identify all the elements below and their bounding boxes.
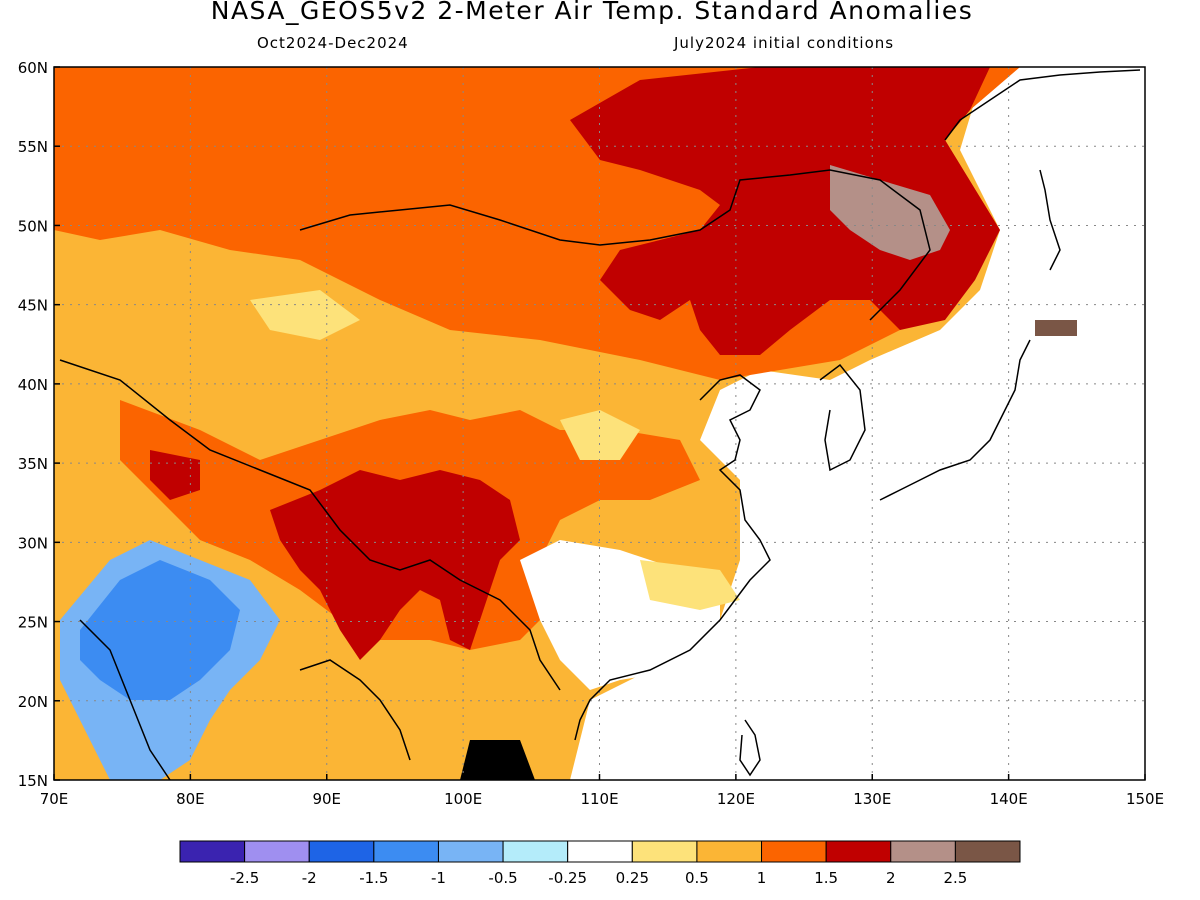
region-india-cold	[80, 560, 240, 700]
colorbar-swatch	[502, 840, 569, 863]
lon-tick-label: 130E	[853, 790, 891, 808]
colorbar: -2.5 -2 -1.5 -1 -0.5 -0.25 0.25 0.5 1 1.5 2 2.5	[179, 840, 1021, 887]
colorbar-label: -2.5	[230, 869, 259, 887]
bay-of-bengal-coast	[299, 659, 411, 761]
region-mongolia-manchuria-hot	[570, 67, 1000, 355]
colorbar-swatch	[890, 840, 956, 863]
colorbar-swatch	[308, 840, 375, 863]
lon-tick-label: 120E	[717, 790, 755, 808]
colorbar-swatch	[437, 840, 504, 863]
longitude-ticks: 70E 80E 90E 100E 110E 120E 130E 140E 150E	[40, 774, 1164, 808]
map-plot-area	[54, 67, 1145, 780]
region-tibet-hot	[270, 470, 520, 660]
colorbar-label: -1	[431, 869, 446, 887]
india-coast	[79, 619, 171, 781]
lon-tick-label: 110E	[580, 790, 618, 808]
colorbar-label: 1	[757, 869, 767, 887]
sakhalin-coastline	[1039, 169, 1061, 271]
ocean-neutral-area	[570, 67, 1145, 780]
china-south-border	[59, 359, 561, 691]
region-yellow-patches-3	[640, 560, 740, 610]
colorbar-swatch	[567, 840, 633, 863]
colorbar-swatch	[373, 840, 439, 863]
latitude-ticks: 15N 20N 25N 30N 35N 40N 45N 50N 55N 60N	[18, 59, 60, 790]
coastlines	[59, 69, 1141, 781]
colorbar-label: -0.5	[488, 869, 517, 887]
east-coastline	[574, 374, 771, 741]
lat-tick-label: 50N	[18, 217, 48, 235]
colorbar-label: -2	[302, 869, 317, 887]
lon-tick-label: 90E	[312, 790, 341, 808]
lat-tick-label: 60N	[18, 59, 48, 77]
lat-tick-label: 40N	[18, 376, 48, 394]
region-tibet-hot-2	[150, 450, 200, 500]
mongolia-border	[299, 169, 931, 321]
lat-tick-label: 25N	[18, 614, 48, 632]
lon-tick-label: 140E	[990, 790, 1028, 808]
lat-tick-label: 55N	[18, 138, 48, 156]
initial-conditions: July2024 initial conditions	[674, 34, 895, 52]
korea-coastline	[819, 363, 866, 472]
colorbar-swatch	[696, 840, 763, 863]
region-indochina-cool	[460, 740, 535, 780]
colorbar-label: -1.5	[359, 869, 388, 887]
japan-coastline	[879, 339, 1031, 501]
lat-tick-label: 35N	[18, 455, 48, 473]
colorbar-swatch	[954, 840, 1021, 863]
lon-tick-label: 80E	[176, 790, 205, 808]
forecast-period: Oct2024-Dec2024	[257, 34, 409, 52]
lon-tick-label: 150E	[1126, 790, 1164, 808]
region-amur-extreme	[830, 165, 950, 260]
region-hokkaido-extreme	[1035, 320, 1077, 336]
russia-east-coastline	[944, 69, 1141, 141]
grid-lines	[54, 67, 1145, 780]
lon-tick-label: 70E	[40, 790, 69, 808]
colorbar-swatch	[244, 840, 310, 863]
colorbar-label: 0.25	[616, 869, 649, 887]
lat-tick-label: 30N	[18, 534, 48, 552]
lat-tick-label: 45N	[18, 297, 48, 315]
colorbar-label: 0.5	[685, 869, 709, 887]
lat-tick-label: 20N	[18, 693, 48, 711]
colorbar-label: -0.25	[548, 869, 587, 887]
lat-tick-label: 15N	[18, 772, 48, 790]
lon-tick-label: 100E	[444, 790, 482, 808]
colorbar-swatch	[179, 840, 246, 863]
colorbar-label: 2.5	[943, 869, 967, 887]
colorbar-label: 2	[886, 869, 896, 887]
colorbar-swatch	[761, 840, 827, 863]
map-title: NASA_GEOS5v2 2-Meter Air Temp. Standard …	[210, 0, 974, 25]
colorbar-label: 1.5	[814, 869, 838, 887]
colorbar-swatch	[631, 840, 698, 863]
taiwan-coast	[739, 719, 761, 777]
colorbar-swatch	[825, 840, 892, 863]
region-yellow-patches-2	[250, 290, 360, 340]
